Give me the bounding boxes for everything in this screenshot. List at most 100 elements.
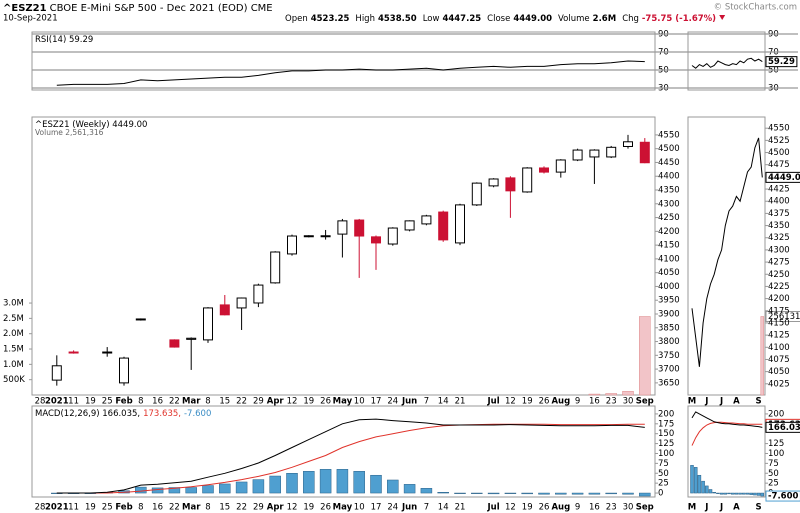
y-tick-label: 4375 [768,209,790,219]
histogram-bar [202,485,214,494]
candle-body [522,167,533,193]
histogram-bar [471,492,483,494]
candle-body [51,365,62,381]
x-tick-label: 29 [253,503,264,513]
histogram-bar [639,492,651,497]
instrument-name: CBOE E-Mini S&P 500 - Dec 2021 (EOD) CME [50,3,273,14]
histogram-bar [454,492,466,494]
y-tick-label: 4300 [658,199,680,209]
x-tick-label: Jun [401,503,417,513]
y-tick-label: 4200 [658,227,680,237]
y-tick-label: 4250 [658,213,680,223]
macd-line [56,423,645,494]
y-tick-label: 4475 [768,160,790,170]
histogram-bar [697,474,702,494]
candle-body [135,318,146,321]
x-tick-label: 7 [424,503,429,513]
panel-frame [687,405,766,498]
candle-body [438,211,449,241]
x-tick-label: 9 [575,397,580,407]
volume-bar [622,391,634,396]
x-tick-label: 2021 [45,503,69,513]
x-tick-label: 26 [539,503,550,513]
x-tick-label: Sep [636,397,654,407]
x-tick-label: 7 [424,397,429,407]
candle-body [421,215,432,225]
quote-label: High [355,14,375,24]
quote-label: Chg [622,14,639,24]
y-tick-label: 75 [768,459,779,469]
histogram-bar [622,492,634,495]
y-tick-label: 75 [658,459,669,469]
histogram-bar [420,488,433,494]
y-tick-label: 4550 [658,130,680,140]
histogram-bar [693,467,698,494]
candle-body [488,178,499,187]
quote-label: Open [285,14,308,24]
quote-label: Volume [558,14,590,24]
x-tick-label: 26 [539,397,550,407]
y-tick-label: 4100 [768,343,790,353]
histogram-bar [269,475,281,494]
legend-entry: MACD(12,26,9) 166.035, [35,409,140,419]
x-tick-label: 23 [606,503,617,513]
x-tick-label: 19 [522,397,533,407]
value-label: 166.035 [768,423,800,433]
histogram-bar [353,471,365,494]
candle-body [539,167,549,173]
candle-body [219,304,230,316]
y-tick-label: 150 [658,429,674,439]
x-tick-label: 25 [102,397,113,407]
panel-frame [687,116,766,396]
legend-entry: RSI(14) 59.29 [35,35,93,45]
x-tick-label: 14 [438,397,449,407]
x-tick-label: Jul [487,503,500,513]
histogram-bar [521,492,533,495]
line [56,60,645,86]
x-tick-label: 26 [320,397,331,407]
x-tick-label: 16 [152,503,163,513]
y-tick-label: 4500 [658,144,680,154]
candle-body [68,351,79,354]
candle-body [505,177,516,192]
x-tick-label: 19 [303,503,314,513]
y-tick-label: 100 [658,449,674,459]
candle-body [337,220,348,235]
panel-frame [31,31,656,91]
candle-body [371,236,381,244]
y-tick-label: 4350 [768,221,790,231]
histogram-bar [719,492,724,495]
y-tick-label: 4400 [768,197,790,207]
x-tick-label: 28 [35,503,46,513]
y-tick-label: 175 [658,419,674,429]
y-tick-label: 4200 [768,294,790,304]
candle-body [606,146,617,158]
x-tick-label: Mar [182,503,201,513]
macd-line [691,411,763,428]
histogram-bar [727,492,731,495]
histogram-bar [742,492,746,495]
x-tick-label: S [756,397,762,407]
x-tick-label: 30 [623,503,634,513]
candle-body [589,149,600,158]
x-tick-label: 26 [320,503,331,513]
x-tick-label: Jun [401,397,417,407]
volume-tick-label: 2.5M [3,314,24,324]
histogram-bar [708,489,713,494]
histogram-bar [734,492,739,495]
value-label-box [765,421,800,433]
x-tick-label: Feb [115,397,132,407]
y-tick-label: 3850 [658,323,680,333]
histogram-bar [701,480,705,494]
candle-body [404,220,415,231]
x-tick-label: 12 [505,397,516,407]
x-tick-label: 9 [575,503,580,513]
y-tick-label: 125 [658,439,674,449]
y-tick-label: 4300 [768,245,790,255]
x-tick-label: J [704,503,708,513]
histogram-bar [286,473,298,494]
x-tick-label: 11 [68,397,79,407]
quote-value: 4523.25 [311,14,350,24]
